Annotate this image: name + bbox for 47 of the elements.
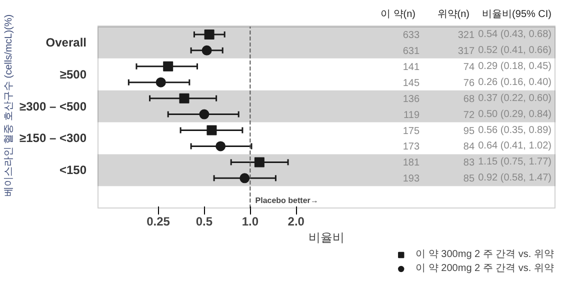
annotation: 141 bbox=[402, 62, 420, 73]
x-tick-label: 0.25 bbox=[146, 214, 170, 228]
x-tick-label: 1.0 bbox=[242, 214, 259, 228]
annotation: 0.50 (0.29, 0.84) bbox=[478, 108, 552, 120]
text: 위약(n) bbox=[437, 8, 470, 20]
annotation: 136 bbox=[402, 94, 420, 105]
x-tick-label: 2.0 bbox=[288, 214, 305, 228]
x-axis-title: 비율비 bbox=[308, 230, 344, 244]
annotation: 173 bbox=[402, 142, 420, 153]
annotation: 68 bbox=[463, 94, 475, 105]
legend-label: 이 약 300mg 2 주 간격 vs. 위약 bbox=[416, 248, 554, 261]
annotation: 631 bbox=[402, 46, 420, 57]
annotation: 0.92 (0.58, 1.47) bbox=[478, 172, 552, 184]
annotation: 72 bbox=[463, 110, 475, 121]
annotation: 175 bbox=[402, 126, 420, 137]
annotation: 633 bbox=[402, 30, 420, 41]
annotation: 193 bbox=[402, 174, 420, 185]
annotation: 0.64 (0.41, 1.02) bbox=[478, 140, 552, 152]
y-tick-label: <150 bbox=[59, 163, 87, 178]
annotation: 145 bbox=[402, 78, 420, 89]
annotation: 0.26 (0.16, 0.40) bbox=[478, 76, 552, 88]
annotation: 1.15 (0.75, 1.77) bbox=[478, 156, 552, 168]
annotation: 0.54 (0.43, 0.68) bbox=[478, 28, 552, 40]
annotation: Placebo better→ bbox=[255, 196, 318, 206]
annotation: 76 bbox=[463, 78, 475, 89]
y-tick-label: ≥500 bbox=[60, 67, 87, 82]
y-tick-label: ≥150 – <300 bbox=[20, 131, 87, 146]
y-tick-label: ≥300 – <500 bbox=[20, 99, 87, 114]
annotation: 85 bbox=[463, 174, 475, 185]
annotation: 0.56 (0.35, 0.89) bbox=[478, 124, 552, 136]
y-tick-label: Overall bbox=[46, 35, 87, 50]
text: 비율비(95% CI) bbox=[482, 8, 552, 20]
annotation: 181 bbox=[402, 158, 420, 169]
annotation: 84 bbox=[463, 142, 475, 153]
annotation: 83 bbox=[463, 158, 475, 169]
annotation: 74 bbox=[463, 62, 475, 73]
text: 이 약(n) bbox=[380, 8, 416, 20]
y-axis-title: 베이스라인 혈중 호산구수 (cells/mcL)(%) bbox=[4, 14, 15, 197]
annotation: 0.52 (0.41, 0.66) bbox=[478, 44, 552, 56]
annotation: 317 bbox=[458, 46, 475, 57]
annotation: 0.37 (0.22, 0.60) bbox=[478, 92, 552, 104]
annotation: 95 bbox=[463, 126, 475, 137]
annotation: 0.29 (0.18, 0.45) bbox=[478, 60, 552, 72]
x-tick-label: 0.5 bbox=[196, 214, 213, 228]
annotation: 321 bbox=[458, 30, 475, 41]
annotation: 119 bbox=[404, 110, 420, 121]
legend-label: 이 약 200mg 2 주 간격 vs. 위약 bbox=[416, 262, 554, 275]
